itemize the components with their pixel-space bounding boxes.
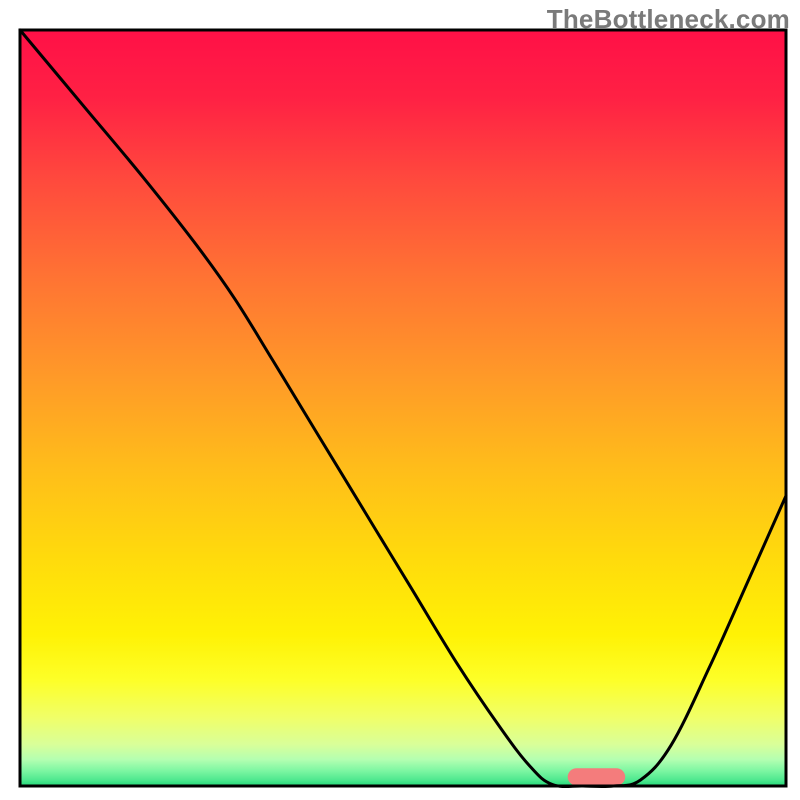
chart-container: TheBottleneck.com [0, 0, 800, 800]
bottleneck-chart [0, 0, 800, 800]
bottleneck-marker [568, 768, 626, 785]
watermark-text: TheBottleneck.com [547, 4, 790, 35]
gradient-background [20, 30, 786, 786]
